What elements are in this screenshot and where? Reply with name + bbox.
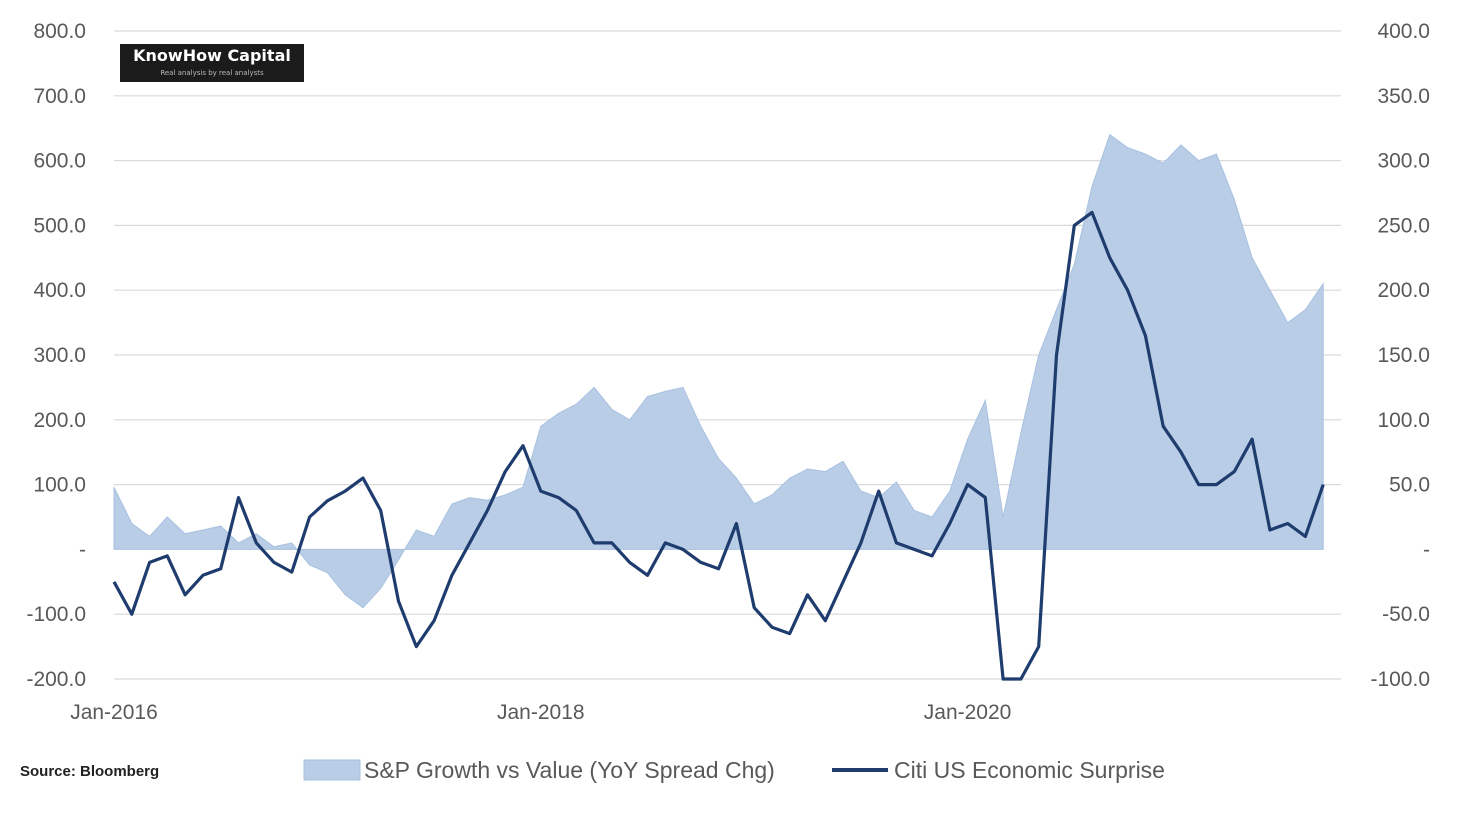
- right-tick-label: -100.0: [1370, 668, 1430, 691]
- left-axis-ticks: -200.0-100.0-100.0200.0300.0400.0500.060…: [26, 20, 86, 691]
- left-tick-label: 600.0: [33, 150, 86, 173]
- series-citi-surprise-line: [112, 210, 1325, 681]
- left-tick-label: 500.0: [33, 214, 86, 237]
- logo-background: [120, 44, 304, 82]
- logo: KnowHow Capital Real analysis by real an…: [120, 44, 304, 82]
- left-tick-label: -200.0: [26, 668, 86, 691]
- x-tick-label: Jan-2016: [70, 701, 158, 724]
- left-tick-label: -: [79, 538, 86, 561]
- legend-line-label: Citi US Economic Surprise: [894, 757, 1165, 783]
- left-tick-label: 300.0: [33, 344, 86, 367]
- legend-area-label: S&P Growth vs Value (YoY Spread Chg): [364, 757, 775, 783]
- right-tick-label: 250.0: [1377, 214, 1430, 237]
- source-note: Source: Bloomberg: [20, 763, 159, 780]
- right-tick-label: 150.0: [1377, 344, 1430, 367]
- right-tick-label: -50.0: [1382, 603, 1430, 626]
- x-tick-label: Jan-2020: [924, 701, 1012, 724]
- left-tick-label: 400.0: [33, 279, 86, 302]
- growth-vs-value-area: [113, 133, 1324, 609]
- right-tick-label: -: [1423, 538, 1430, 561]
- legend: S&P Growth vs Value (YoY Spread Chg) Cit…: [303, 757, 1165, 783]
- left-tick-label: 200.0: [33, 409, 86, 432]
- right-tick-label: 400.0: [1377, 20, 1430, 43]
- right-tick-label: 50.0: [1389, 474, 1430, 497]
- logo-subtitle: Real analysis by real analysts: [160, 69, 264, 77]
- citi-surprise-line: [112, 210, 1325, 681]
- series-growth-vs-value-area: [113, 133, 1324, 609]
- right-tick-label: 200.0: [1377, 279, 1430, 302]
- legend-area-swatch: [303, 759, 361, 781]
- x-axis-ticks: Jan-2016 Jan-2018 Jan-2020: [70, 701, 1011, 724]
- left-tick-label: 800.0: [33, 20, 86, 43]
- left-tick-label: -100.0: [26, 603, 86, 626]
- x-tick-label: Jan-2018: [497, 701, 585, 724]
- grid-lines: [114, 30, 1341, 680]
- right-tick-label: 350.0: [1377, 85, 1430, 108]
- right-axis-ticks: -100.0-50.0-50.0100.0150.0200.0250.0300.…: [1370, 20, 1430, 691]
- left-tick-label: 100.0: [33, 474, 86, 497]
- right-tick-label: 300.0: [1377, 150, 1430, 173]
- left-tick-label: 700.0: [33, 85, 86, 108]
- logo-title: KnowHow Capital: [133, 46, 291, 65]
- right-tick-label: 100.0: [1377, 409, 1430, 432]
